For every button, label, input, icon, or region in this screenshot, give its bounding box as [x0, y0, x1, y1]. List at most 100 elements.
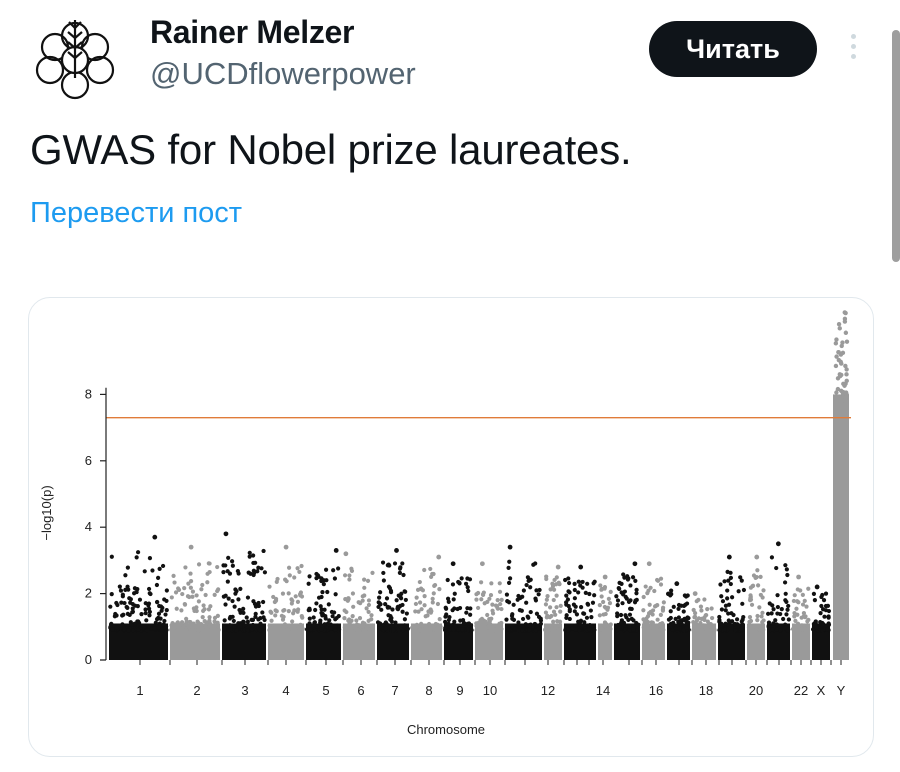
data-point	[673, 616, 678, 621]
data-point	[528, 609, 533, 615]
data-point	[147, 609, 152, 614]
data-point	[143, 601, 148, 606]
data-point	[536, 626, 541, 632]
data-point	[290, 619, 295, 624]
data-point	[725, 596, 730, 601]
data-point	[626, 617, 631, 622]
data-point	[726, 618, 731, 623]
data-point	[241, 606, 246, 611]
data-point	[739, 578, 744, 583]
data-point	[296, 607, 301, 612]
scrollbar[interactable]	[892, 30, 900, 262]
peak-point	[775, 541, 781, 547]
y-tick-label: 4	[85, 519, 92, 534]
data-point	[287, 624, 293, 629]
data-point	[660, 627, 665, 633]
data-point	[231, 618, 236, 624]
data-point	[822, 614, 827, 619]
data-point	[479, 580, 484, 585]
data-point	[627, 624, 632, 629]
avatar[interactable]	[30, 12, 120, 102]
data-point	[577, 627, 582, 633]
data-point	[169, 627, 174, 632]
data-point	[557, 619, 563, 624]
data-point	[369, 617, 374, 622]
data-point	[314, 601, 319, 606]
data-point	[482, 601, 487, 606]
data-point	[253, 614, 258, 619]
data-point	[146, 586, 152, 592]
data-point	[778, 627, 783, 633]
data-point	[154, 599, 160, 605]
data-point	[387, 605, 392, 610]
data-point	[668, 609, 673, 614]
data-point	[253, 560, 258, 565]
data-point	[150, 568, 155, 573]
data-point	[566, 627, 571, 633]
data-point	[650, 625, 656, 630]
data-point	[162, 597, 167, 602]
translate-post-link[interactable]: Перевести пост	[30, 197, 243, 229]
data-point	[120, 592, 125, 597]
vertical-dots-icon[interactable]	[844, 34, 862, 66]
data-point	[326, 622, 331, 627]
data-point	[260, 610, 265, 615]
data-point	[286, 609, 291, 614]
author-handle[interactable]: @UCDflowerpower	[150, 56, 416, 91]
data-point	[206, 561, 211, 566]
peak-point	[223, 531, 229, 537]
data-point	[143, 611, 148, 616]
data-point	[146, 606, 152, 611]
data-point	[298, 622, 303, 627]
data-point	[311, 623, 316, 628]
data-point	[634, 587, 639, 593]
author-name[interactable]: Rainer Melzer	[150, 14, 355, 50]
data-point	[154, 617, 160, 622]
data-point	[366, 602, 372, 608]
data-point	[286, 591, 291, 596]
data-point	[590, 600, 596, 605]
data-point	[292, 575, 297, 580]
data-point	[647, 602, 652, 607]
data-point	[784, 567, 789, 572]
data-point	[133, 603, 138, 608]
data-point	[521, 588, 526, 593]
data-point	[207, 618, 212, 623]
data-point	[658, 582, 664, 587]
data-point	[619, 590, 624, 595]
data-point	[221, 570, 226, 575]
data-point	[730, 595, 735, 600]
data-point	[695, 628, 700, 633]
data-point	[550, 627, 555, 632]
data-point	[499, 597, 504, 602]
data-point	[723, 603, 729, 608]
data-point	[414, 622, 419, 627]
data-point	[633, 578, 638, 583]
data-point	[531, 562, 536, 567]
chromosome-19-points	[717, 554, 747, 660]
data-point	[159, 608, 164, 613]
x-tick-label: 8	[425, 683, 432, 698]
data-point	[332, 576, 337, 581]
tweet-text: GWAS for Nobel prize laureates.	[30, 126, 632, 173]
data-point	[547, 615, 552, 620]
data-point	[760, 620, 765, 625]
x-tick-label: 3	[241, 683, 248, 698]
follow-button[interactable]: Читать	[649, 21, 817, 77]
data-point	[152, 626, 157, 631]
data-point	[230, 559, 235, 564]
data-point	[722, 627, 727, 632]
chromosome-22-points	[790, 574, 811, 660]
x-tick-label: 6	[357, 683, 364, 698]
data-point	[495, 598, 500, 603]
data-point	[761, 588, 766, 593]
data-point	[194, 608, 199, 614]
data-point	[123, 573, 128, 578]
data-point	[554, 593, 559, 598]
data-point	[176, 586, 181, 591]
data-point	[256, 617, 261, 622]
data-point	[144, 618, 149, 623]
data-point	[353, 627, 358, 632]
data-point	[466, 627, 471, 633]
